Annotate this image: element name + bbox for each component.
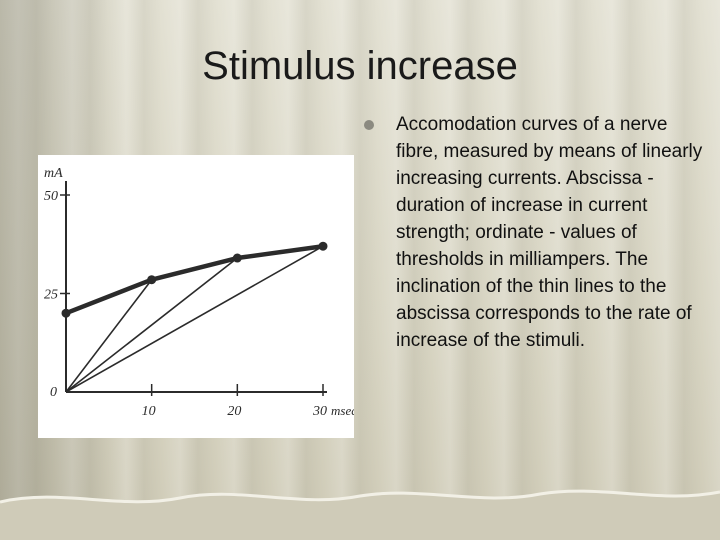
- x-axis-unit: msec: [331, 403, 354, 418]
- y-axis-label: mA: [44, 166, 63, 181]
- bullet-dot-icon: [364, 120, 374, 130]
- bullet-text: Accomodation curves of a nerve fibre, me…: [396, 114, 703, 351]
- bullet-item: Accomodation curves of a nerve fibre, me…: [364, 111, 704, 354]
- x-tick-label: 20: [227, 404, 241, 419]
- accommodation-chart: 0 25 50 mA 10 20 30 msec: [38, 155, 354, 438]
- x-tick-label: 10: [142, 404, 156, 419]
- data-point: [61, 308, 71, 318]
- bottom-wave-decoration: [0, 489, 720, 540]
- threshold-curve: [65, 243, 324, 316]
- x-tick-label: 30: [312, 404, 327, 419]
- chart-canvas: 0 25 50 mA 10 20 30 msec: [44, 166, 354, 419]
- y-tick-label: 50: [44, 189, 58, 204]
- stimulus-line-3: [65, 245, 324, 393]
- slide-title: Stimulus increase: [0, 44, 720, 89]
- stimulus-line-1: [65, 279, 153, 393]
- slide-title-text: Stimulus increase: [202, 44, 518, 88]
- y-tick-label: 25: [44, 288, 58, 303]
- stimulus-line-2: [65, 257, 238, 393]
- y-tick-label: 0: [50, 385, 57, 400]
